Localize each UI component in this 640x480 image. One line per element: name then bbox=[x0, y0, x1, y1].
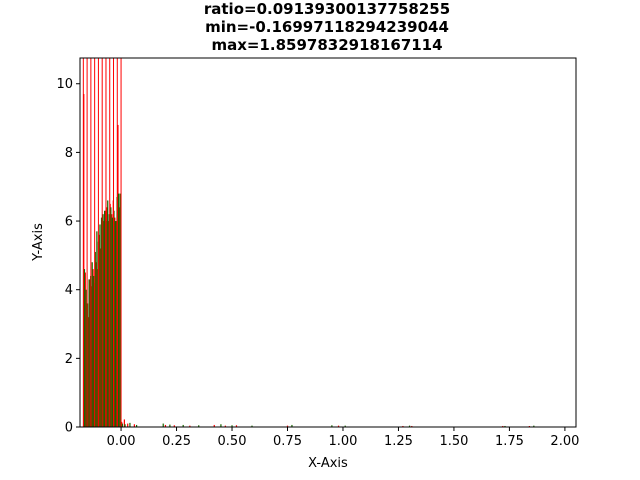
bar-green bbox=[114, 221, 117, 427]
bar-green bbox=[83, 269, 86, 427]
bar-green bbox=[408, 425, 411, 427]
bar-red bbox=[118, 207, 121, 427]
y-tick-label: 6 bbox=[65, 215, 73, 230]
x-axis-label: X-Axis bbox=[308, 456, 348, 471]
bar-green bbox=[94, 251, 96, 427]
bar-red bbox=[121, 421, 123, 427]
y-tick-label: 0 bbox=[65, 421, 73, 436]
bar-red bbox=[189, 425, 191, 427]
bar-green bbox=[88, 279, 90, 427]
bar-red bbox=[133, 424, 135, 427]
bar-green bbox=[104, 210, 106, 427]
bar-red bbox=[98, 234, 100, 427]
bar-red bbox=[117, 124, 119, 428]
bar-red bbox=[164, 424, 167, 427]
bar-green bbox=[251, 425, 253, 427]
bar-red bbox=[502, 425, 504, 427]
bar-red bbox=[173, 425, 175, 427]
bar-green bbox=[182, 424, 184, 427]
bar-green bbox=[102, 214, 104, 427]
bar-red bbox=[111, 214, 113, 427]
bar-green bbox=[99, 224, 101, 427]
plot-frame bbox=[79, 57, 577, 428]
bar-green bbox=[85, 289, 87, 427]
bar-green bbox=[91, 262, 93, 427]
bar-green bbox=[162, 423, 164, 427]
bar-green bbox=[220, 424, 222, 427]
bar-red bbox=[402, 425, 404, 427]
y-tick-label: 2 bbox=[65, 352, 73, 367]
bar-green bbox=[100, 217, 103, 427]
x-tick-label: 1.00 bbox=[329, 434, 358, 449]
x-tick-label: 1.75 bbox=[495, 434, 524, 449]
bar-red bbox=[337, 425, 340, 427]
x-tick-label: 0.25 bbox=[162, 434, 191, 449]
y-tick-label: 4 bbox=[65, 283, 73, 298]
bar-red bbox=[92, 269, 94, 427]
y-tick-label: 10 bbox=[56, 77, 73, 92]
x-tick-label: 0.00 bbox=[107, 434, 136, 449]
bar-red bbox=[123, 419, 125, 427]
bar-red bbox=[103, 221, 105, 427]
bar-green bbox=[118, 193, 120, 427]
bar-red bbox=[224, 425, 226, 427]
bar-red bbox=[84, 272, 86, 427]
bar-green bbox=[135, 424, 138, 427]
bar-green bbox=[110, 207, 112, 427]
bar-green bbox=[231, 425, 233, 427]
x-axis: 0.00 0.25 0.50 0.75 1.00 1.25 1.50 1.75 2.00 bbox=[107, 427, 579, 449]
bar-red bbox=[95, 262, 97, 427]
bar-green bbox=[291, 424, 293, 427]
bar-red bbox=[213, 424, 215, 427]
chart-title-line-3: max=1.8597832918167114 bbox=[211, 36, 442, 54]
bar-green bbox=[533, 425, 535, 427]
bar-red bbox=[114, 217, 116, 427]
bar-red bbox=[108, 221, 110, 427]
bar-red bbox=[127, 423, 129, 427]
bar-green bbox=[111, 217, 114, 427]
x-tick-label: 0.75 bbox=[273, 434, 302, 449]
bar-red bbox=[97, 269, 99, 427]
bar-red bbox=[89, 279, 91, 427]
y-axis: 0 2 4 6 8 10 bbox=[56, 77, 80, 436]
bar-red bbox=[106, 207, 108, 427]
y-tick-label: 8 bbox=[65, 146, 73, 161]
bar-green bbox=[344, 425, 346, 427]
bar-green bbox=[107, 200, 109, 427]
vertical-marker-lines bbox=[82, 58, 122, 427]
bar-red bbox=[235, 425, 238, 427]
x-tick-label: 0.50 bbox=[218, 434, 247, 449]
y-axis-label: Y-Axis bbox=[31, 223, 46, 262]
bar-red bbox=[90, 286, 93, 427]
bar-red bbox=[100, 248, 102, 427]
chart-title-line-1: ratio=0.09139300137758255 bbox=[204, 0, 450, 18]
bar-green bbox=[121, 423, 123, 427]
bar-red bbox=[115, 221, 118, 427]
x-tick-label: 2.00 bbox=[550, 434, 579, 449]
chart-title-line-2: min=-0.16997118294239044 bbox=[205, 18, 449, 36]
bar-red bbox=[286, 425, 289, 427]
bar-red bbox=[87, 317, 90, 427]
x-tick-label: 1.50 bbox=[439, 434, 468, 449]
bar-green bbox=[124, 424, 126, 427]
bar-red bbox=[411, 425, 413, 427]
bar-green bbox=[129, 422, 131, 427]
bar-green bbox=[169, 424, 171, 427]
bar-green bbox=[96, 231, 98, 427]
bar-green bbox=[198, 425, 200, 427]
x-tick-label: 1.25 bbox=[384, 434, 413, 449]
bar-green bbox=[504, 425, 506, 427]
bar-green bbox=[331, 425, 333, 427]
bar-green bbox=[119, 193, 121, 427]
bar-green bbox=[93, 275, 95, 427]
